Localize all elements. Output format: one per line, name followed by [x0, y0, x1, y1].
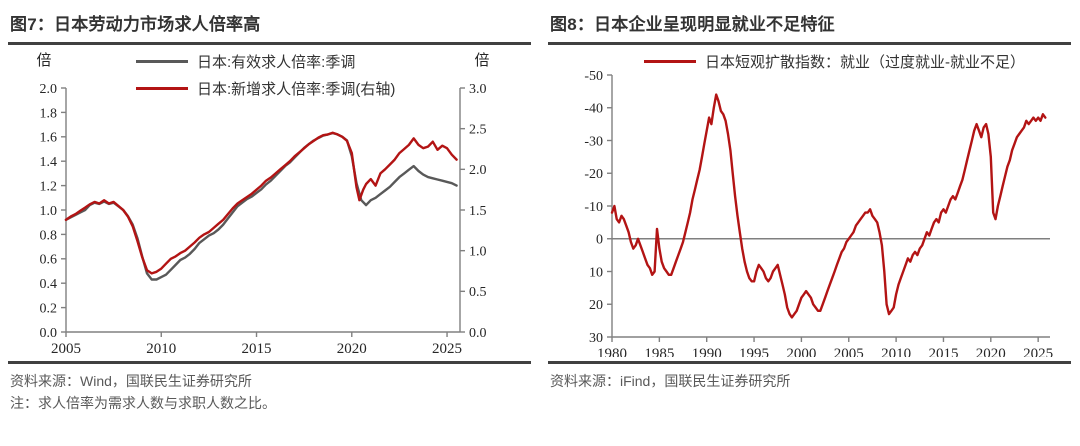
note-text: 注：求人倍率为需求人数与求职人数之比。: [10, 395, 276, 412]
svg-text:-50: -50: [584, 69, 603, 84]
svg-text:2015: 2015: [242, 341, 272, 357]
legend-item: 日本:新增求人倍率:季调(右轴): [136, 79, 396, 98]
axes: [607, 74, 1050, 342]
svg-text:20: 20: [589, 298, 603, 313]
svg-text:1.2: 1.2: [40, 180, 58, 195]
svg-text:1.8: 1.8: [40, 106, 58, 121]
gray-line-swatch: [136, 59, 188, 63]
figure-8: 图8：日本企业呈现明显就业不足特征 -50 -40 -30 -20 -10 0 10 20 30…: [548, 0, 1071, 415]
svg-text:1.5: 1.5: [469, 204, 487, 219]
legend-label: 日本短观扩散指数：就业（过度就业-就业不足）: [705, 53, 1025, 71]
legend-item: 日本短观扩散指数：就业（过度就业-就业不足）: [644, 52, 1025, 71]
svg-text:2000: 2000: [786, 346, 816, 357]
figure-7-legend: 日本:有效求人倍率:季调 日本:新增求人倍率:季调(右轴): [136, 52, 396, 98]
svg-text:-30: -30: [584, 134, 603, 149]
svg-text:2.0: 2.0: [40, 82, 58, 97]
svg-text:2015: 2015: [928, 346, 958, 357]
svg-text:2025: 2025: [1023, 346, 1053, 357]
legend-label: 日本:新增求人倍率:季调(右轴): [197, 80, 396, 98]
svg-text:2020: 2020: [337, 341, 367, 357]
figure-7-title: 图7：日本劳动力市场求人倍率高: [8, 0, 531, 45]
svg-text:-40: -40: [584, 102, 603, 117]
svg-text:0: 0: [596, 233, 603, 248]
svg-text:-10: -10: [584, 200, 603, 215]
svg-text:2.0: 2.0: [469, 163, 487, 178]
svg-text:2005: 2005: [834, 346, 864, 357]
legend-label: 日本:有效求人倍率:季调: [197, 53, 356, 71]
svg-text:2.5: 2.5: [469, 123, 487, 138]
figure-8-chart: -50 -40 -30 -20 -10 0 10 20 30 1980 1985 1990 1995 20…: [548, 45, 1071, 358]
svg-text:1.0: 1.0: [40, 204, 58, 219]
svg-text:2025: 2025: [432, 341, 462, 357]
svg-text:-20: -20: [584, 167, 603, 182]
legend-item: 日本:有效求人倍率:季调: [136, 52, 395, 71]
figure-8-footer: 资料来源：iFind，国联民生证券研究所: [548, 361, 1071, 392]
source-text: 资料来源：Wind，国联民生证券研究所: [10, 373, 252, 389]
series-line-1: [64, 131, 458, 275]
svg-text:2010: 2010: [881, 346, 911, 357]
svg-text:1985: 1985: [644, 346, 674, 357]
svg-text:1.4: 1.4: [40, 155, 58, 170]
svg-text:0.6: 0.6: [40, 253, 58, 268]
figure-7: 图7：日本劳动力市场求人倍率高 2.0 1.8 1.6 1.4 1.2 1.0 0.8 0.6…: [8, 0, 531, 415]
source-text: 资料来源：iFind，国联民生证券研究所: [550, 373, 791, 389]
svg-text:10: 10: [589, 265, 603, 280]
svg-text:2010: 2010: [146, 341, 176, 357]
svg-text:2005: 2005: [51, 341, 81, 357]
svg-text:3.0: 3.0: [469, 82, 487, 97]
figure-7-footer: 资料来源：Wind，国联民生证券研究所 注：求人倍率为需求人数与求职人数之比。: [8, 361, 531, 415]
figure-8-legend: 日本短观扩散指数：就业（过度就业-就业不足）: [644, 52, 1025, 71]
svg-text:倍: 倍: [36, 52, 51, 69]
report-charts-page: 图7：日本劳动力市场求人倍率高 2.0 1.8 1.6 1.4 1.2 1.0 0.8 0.6…: [8, 0, 1071, 415]
svg-text:1.0: 1.0: [469, 245, 487, 260]
svg-text:2020: 2020: [976, 346, 1006, 357]
axes: [61, 87, 465, 337]
svg-text:1.6: 1.6: [40, 131, 58, 146]
red-line-swatch: [644, 59, 696, 63]
red-line-swatch: [136, 86, 188, 90]
job-openings-ratio-chart: 2.0 1.8 1.6 1.4 1.2 1.0 0.8 0.6 0.4 0.2 0.0 3.0 2.5 2…: [36, 52, 489, 357]
svg-text:1990: 1990: [692, 346, 722, 357]
tick-labels: 2.0 1.8 1.6 1.4 1.2 1.0 0.8 0.6 0.4 0.2 0.0 3.0 2.5 2…: [36, 52, 489, 357]
figure-8-title: 图8：日本企业呈现明显就业不足特征: [548, 0, 1071, 45]
svg-text:0.5: 0.5: [469, 285, 487, 300]
series-line-0: [610, 93, 1047, 319]
figure-7-chart: 2.0 1.8 1.6 1.4 1.2 1.0 0.8 0.6 0.4 0.2 0.0 3.0 2.5 2…: [8, 45, 531, 357]
svg-text:1995: 1995: [739, 346, 769, 357]
svg-text:0.0: 0.0: [469, 326, 487, 341]
svg-text:倍: 倍: [474, 52, 489, 69]
svg-text:30: 30: [589, 331, 603, 346]
svg-text:1980: 1980: [597, 346, 627, 357]
svg-text:0.2: 0.2: [40, 302, 58, 317]
svg-text:0.0: 0.0: [40, 326, 58, 341]
svg-text:0.4: 0.4: [40, 277, 58, 292]
svg-text:0.8: 0.8: [40, 228, 58, 243]
